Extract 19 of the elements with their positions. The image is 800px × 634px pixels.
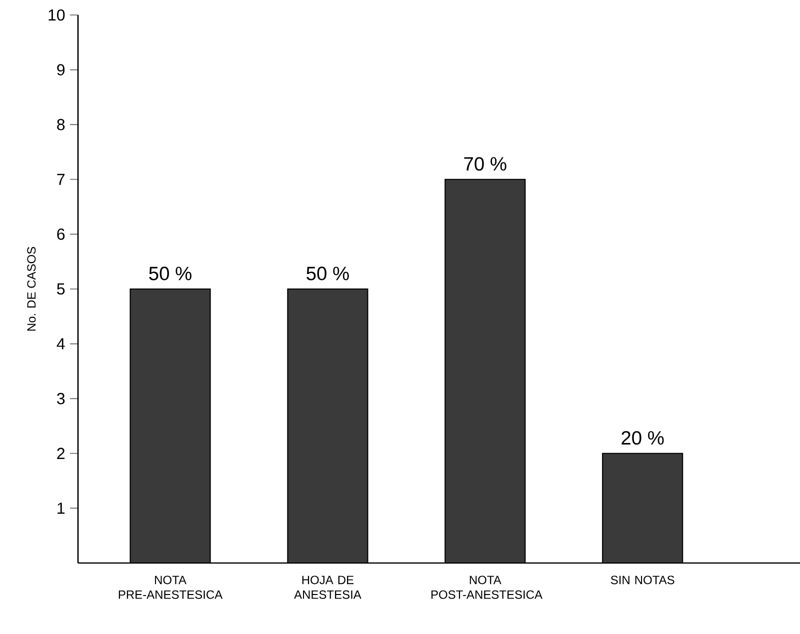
- y-tick-label: 7: [57, 174, 64, 185]
- y-tick-label: 1: [58, 502, 65, 514]
- y-tick-label: 5: [57, 283, 65, 295]
- annotation: 50 %: [306, 266, 349, 280]
- y-tick-label: 8: [57, 118, 65, 130]
- y-tick-label: 3: [57, 392, 65, 404]
- x-tick-label: HOJA DE ANESTESIA: [294, 576, 362, 599]
- y-tick-label: 6: [57, 228, 65, 240]
- y-tick-label: 9: [57, 64, 65, 76]
- x-tick-label: NOTA POST-ANESTESICA: [431, 576, 542, 599]
- y-axis-title: No. DE CASOS: [27, 246, 36, 331]
- annotation: 20 %: [622, 431, 664, 445]
- y-tick-label: 2: [57, 448, 64, 459]
- annotation: 50 %: [149, 266, 192, 280]
- annotation: 70 %: [464, 157, 506, 171]
- x-tick-label: SIN NOTAS: [610, 576, 674, 584]
- y-tick-label: 4: [56, 338, 65, 350]
- x-tick-label: NOTA PRE-ANESTESICA: [118, 576, 223, 599]
- y-tick-label: 10: [48, 9, 65, 21]
